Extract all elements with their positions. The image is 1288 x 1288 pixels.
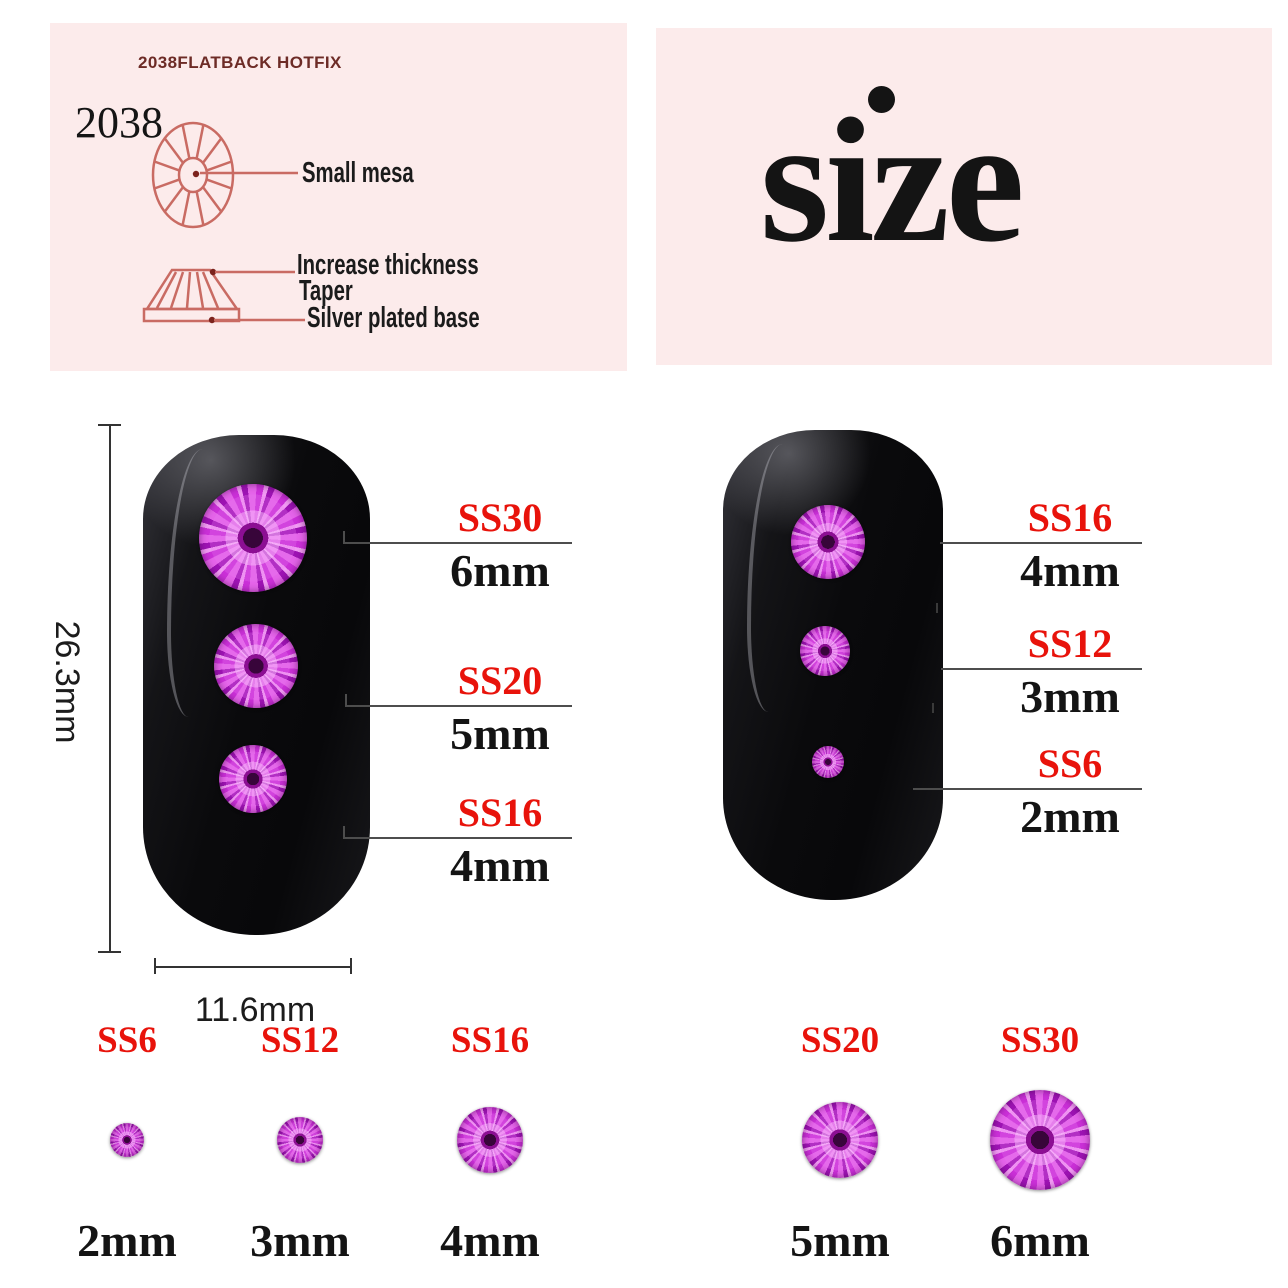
callout-code: SS16 <box>457 790 543 835</box>
size-mm-label: 2mm <box>77 1215 177 1266</box>
callout-size: 4mm <box>1020 545 1120 596</box>
rhinestone-ss30 <box>199 484 307 592</box>
callout-code: SS20 <box>457 658 543 703</box>
rhinestone-ss12 <box>800 626 850 676</box>
rhinestone-sample-ss20 <box>802 1102 878 1178</box>
size-banner-panel: size <box>656 28 1272 365</box>
leader-line <box>941 668 1142 670</box>
size-mm-label: 3mm <box>250 1215 350 1266</box>
leader-line <box>343 542 572 544</box>
rhinestone-sample-ss16 <box>457 1107 523 1173</box>
leader-line <box>345 705 572 707</box>
callout-size: 6mm <box>450 545 550 596</box>
rhinestone-sample-ss30 <box>990 1090 1090 1190</box>
size-banner-title: size <box>760 81 1025 279</box>
spec-model-number: 2038 <box>75 98 163 147</box>
leader-line <box>913 788 1142 790</box>
rhinestone-technical-diagram <box>142 121 305 324</box>
nail-edge-tick <box>932 703 934 713</box>
leader-tick <box>343 826 345 839</box>
i-dot-decoration <box>868 86 895 113</box>
callout-size: 4mm <box>450 840 550 891</box>
rhinestone-sample-ss12 <box>277 1117 323 1163</box>
nail-edge-tick <box>936 603 938 613</box>
spec-label-increase-thickness: Increase thickness <box>297 249 479 281</box>
rhinestone-ss16-right <box>791 505 865 579</box>
dimension-cap <box>154 958 156 974</box>
size-code-label: SS30 <box>1000 1020 1080 1061</box>
height-dimension-label: 26.3mm <box>48 620 86 744</box>
spec-heading: 2038FLATBACK HOTFIX <box>138 53 342 72</box>
size-code-label: SS12 <box>260 1020 340 1061</box>
callout-code: SS30 <box>457 495 543 540</box>
callout-size: 5mm <box>450 708 550 759</box>
size-mm-label: 6mm <box>990 1215 1090 1266</box>
width-dimension-label: 11.6mm <box>194 991 316 1029</box>
dimension-cap <box>350 958 352 974</box>
spec-panel: 2038FLATBACK HOTFIX 2038 Small mesa Incr… <box>50 23 627 371</box>
leader-tick <box>345 694 347 707</box>
rhinestone-ss6 <box>812 746 844 778</box>
rhinestone-ss16 <box>219 745 287 813</box>
spec-label-silver-plated-base: Silver plated base <box>307 302 480 334</box>
size-chart-item-ss20: SS20 5mm <box>750 1020 930 1264</box>
width-dimension-line <box>155 966 352 968</box>
size-code-label: SS6 <box>97 1020 157 1061</box>
size-chart-item-ss30: SS30 6mm <box>950 1020 1130 1264</box>
size-chart-item-ss16: SS16 4mm <box>400 1020 580 1264</box>
spec-label-taper: Taper <box>299 275 353 307</box>
height-dimension-line <box>109 425 111 953</box>
dimension-cap <box>98 951 121 953</box>
size-code-label: SS16 <box>450 1020 530 1061</box>
size-code-label: SS20 <box>800 1020 880 1061</box>
callout-code: SS16 <box>1027 495 1113 540</box>
callout-code: SS6 <box>1037 741 1103 786</box>
leader-line <box>940 542 1142 544</box>
spec-label-small-mesa: Small mesa <box>302 157 414 189</box>
leader-tick <box>343 531 345 544</box>
rhinestone-ss20 <box>214 624 298 708</box>
callout-code: SS12 <box>1027 621 1113 666</box>
leader-line <box>343 837 572 839</box>
size-chart-item-ss6: SS6 2mm <box>37 1020 217 1264</box>
size-chart-item-ss12: SS12 3mm <box>210 1020 390 1264</box>
dimension-cap <box>98 424 121 426</box>
rhinestone-sample-ss6 <box>110 1123 144 1157</box>
callout-size: 3mm <box>1020 671 1120 722</box>
size-mm-label: 4mm <box>440 1215 540 1266</box>
callout-size: 2mm <box>1020 791 1120 842</box>
size-mm-label: 5mm <box>790 1215 890 1266</box>
